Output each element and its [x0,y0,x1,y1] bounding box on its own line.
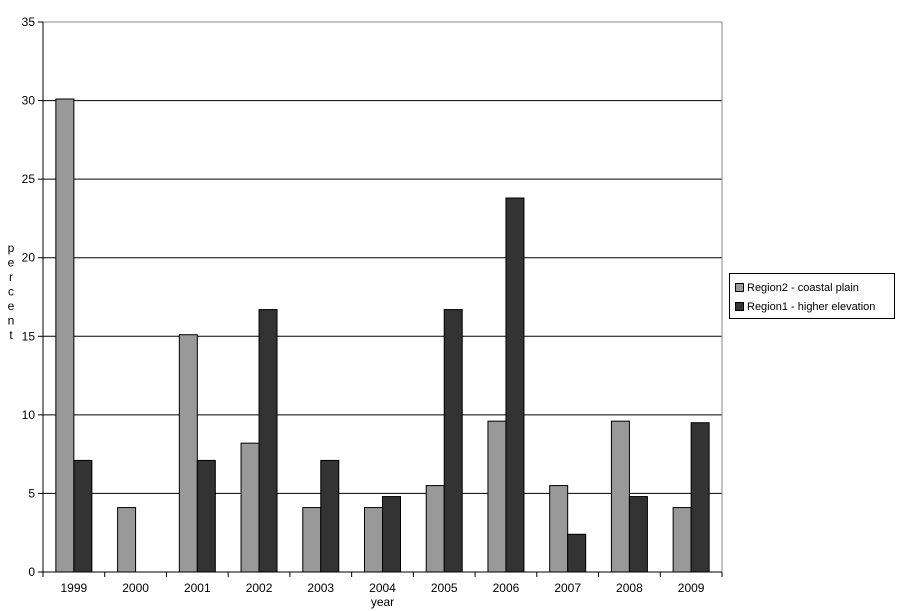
legend-swatch-region2 [735,283,744,292]
legend-label-region2: Region2 - coastal plain [747,281,859,294]
bar-2005-series-1 [443,309,463,573]
bar-2001-series-0 [178,334,198,573]
y-tick-label: 35 [22,15,36,29]
bar-2003-series-1 [320,459,340,573]
x-tick-label: 2008 [616,581,643,595]
bar-2006-series-1 [505,197,525,573]
x-tick-label: 2005 [431,581,458,595]
axes [38,21,723,577]
y-tick-label: 30 [22,94,36,108]
x-tick-labels: 1999 2000 2001 2002 2003 2004 2005 2006 2007 2008… [61,581,705,595]
bars [55,98,710,573]
gridlines [43,100,722,494]
bar-2008-series-0 [610,420,630,573]
legend-swatch-region1 [735,302,744,311]
x-tick-label: 2007 [554,581,581,595]
x-tick-label: 2004 [369,581,396,595]
bar-2002-series-1 [258,309,278,573]
bar-2006-series-0 [487,420,507,573]
legend: Region2 - coastal plain Region1 - higher… [729,273,895,319]
bar-2004-series-0 [364,507,383,573]
x-axis-title: year [371,595,394,609]
bar-2005-series-0 [425,485,445,573]
bar-1999-series-1 [73,459,93,573]
y-tick-labels: 0 5 10 15 20 25 30 35 [22,15,36,579]
y-tick-label: 0 [28,565,35,579]
x-tick-label: 2003 [307,581,334,595]
y-tick-label: 5 [28,486,35,500]
bar-1999-series-0 [55,98,75,573]
x-tick-label: 2000 [122,581,149,595]
bar-2007-series-1 [567,533,587,573]
legend-label-region1: Region1 - higher elevation [747,300,876,313]
legend-item: Region1 - higher elevation [735,297,894,316]
x-tick-label: 2006 [493,581,520,595]
y-tick-label: 10 [22,408,36,422]
bar-2004-series-1 [382,496,401,573]
legend-item: Region2 - coastal plain [735,278,894,297]
bar-2009-series-1 [690,422,710,573]
bar-2007-series-0 [549,485,569,573]
bar-2009-series-0 [672,507,692,573]
x-tick-label: 2002 [246,581,273,595]
bar-2008-series-1 [628,496,648,573]
bar-2002-series-0 [240,442,260,573]
y-tick-label: 25 [22,172,36,186]
y-tick-label: 15 [22,329,36,343]
x-tick-label: 1999 [61,581,88,595]
x-tick-label: 2001 [184,581,211,595]
y-tick-label: 20 [22,251,36,265]
x-tick-label: 2009 [678,581,705,595]
bar-2003-series-0 [302,507,322,573]
bar-2001-series-1 [196,459,216,573]
bar-2000-series-0 [117,507,137,573]
